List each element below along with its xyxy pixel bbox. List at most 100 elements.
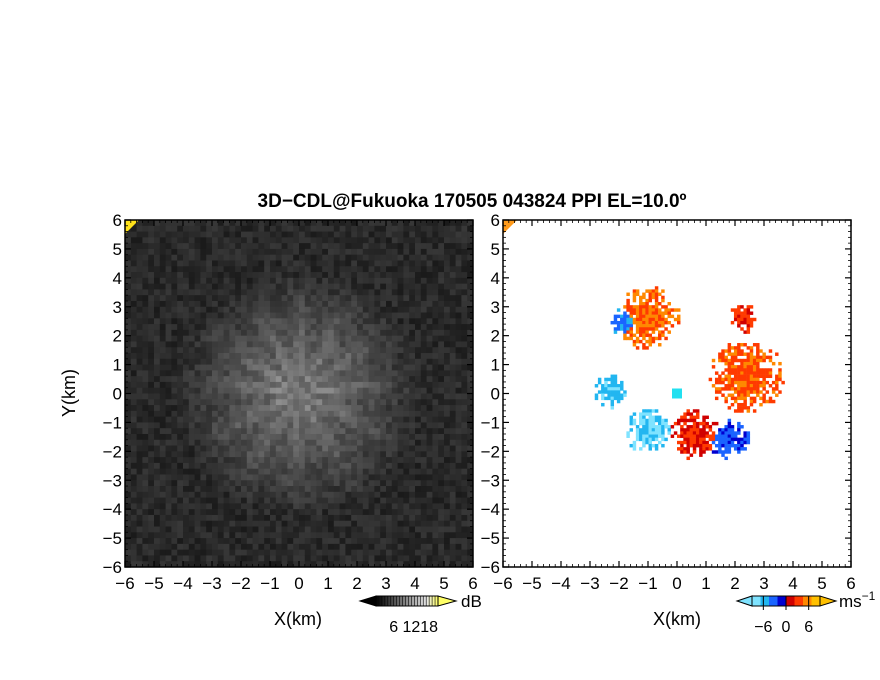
snr-cell (258, 370, 265, 377)
snr-cell (426, 341, 433, 348)
snr-cell (438, 220, 445, 227)
snr-cell (223, 387, 230, 394)
snr-cell (339, 451, 346, 458)
velocity-pixel (642, 440, 646, 445)
snr-cell (362, 555, 369, 562)
snr-cell (183, 260, 190, 267)
velocity-pixel (677, 320, 681, 325)
snr-cell (206, 486, 213, 493)
snr-cell (165, 405, 172, 412)
snr-cell (449, 277, 456, 285)
snr-cell (345, 387, 352, 394)
snr-cell (461, 318, 468, 325)
snr-cell (449, 364, 456, 371)
snr-cell (241, 439, 248, 446)
snr-cell (444, 243, 451, 250)
velocity-pixel (651, 336, 656, 341)
snr-cell (130, 480, 137, 487)
snr-cell (403, 538, 410, 545)
velocity-pixel (642, 330, 646, 334)
snr-cell (159, 248, 166, 256)
snr-cell (455, 480, 462, 487)
snr-cell (409, 468, 416, 475)
velocity-pixel (724, 361, 728, 366)
snr-cell (217, 514, 224, 522)
velocity-pixel (724, 387, 728, 391)
snr-cell (339, 248, 346, 256)
snr-cell (316, 503, 323, 510)
snr-cell (467, 509, 473, 516)
snr-cell (125, 324, 132, 331)
snr-cell (200, 439, 207, 446)
velocity-pixel (752, 355, 757, 360)
velocity-pixel (642, 333, 646, 338)
snr-cell (258, 272, 265, 279)
snr-cell (386, 543, 393, 551)
snr-cell (183, 549, 190, 556)
velocity-pixel (730, 384, 735, 388)
snr-cell (403, 231, 410, 238)
snr-cell (229, 474, 236, 481)
snr-cell (159, 283, 166, 290)
velocity-pixel (658, 308, 662, 312)
snr-cell (351, 329, 358, 337)
snr-cell (438, 358, 445, 365)
velocity-pixel (639, 308, 643, 312)
snr-cell (235, 358, 242, 365)
snr-cell (403, 509, 410, 516)
snr-cell (252, 393, 259, 400)
snr-cell (136, 370, 143, 377)
velocity-pixel (733, 409, 738, 413)
snr-cell (206, 399, 213, 406)
snr-cell (287, 445, 294, 452)
snr-cell (212, 341, 219, 348)
snr-cell (333, 503, 340, 510)
snr-cell (200, 491, 207, 498)
velocity-pixel (702, 450, 706, 454)
snr-cell (461, 422, 468, 429)
snr-cell (304, 231, 311, 238)
snr-cell (322, 289, 329, 296)
snr-cell (130, 376, 137, 383)
snr-cell (299, 370, 306, 377)
velocity-pixel (733, 431, 738, 435)
snr-cell (148, 243, 155, 250)
snr-cell (397, 364, 404, 371)
snr-cell (345, 393, 352, 400)
snr-cell (316, 237, 323, 244)
snr-cell (351, 225, 358, 232)
snr-cell (130, 474, 137, 481)
snr-cell (339, 225, 346, 232)
snr-cell (183, 341, 190, 348)
snr-cell (130, 272, 137, 279)
snr-cell (229, 329, 236, 337)
snr-cell (403, 428, 410, 435)
snr-cell (258, 312, 265, 319)
snr-cell (316, 410, 323, 418)
snr-cell (415, 491, 422, 498)
snr-cell (142, 335, 149, 342)
snr-cell (281, 468, 288, 475)
snr-cell (432, 422, 439, 429)
snr-cell (357, 312, 364, 319)
snr-cell (339, 462, 346, 470)
snr-cell (171, 480, 178, 487)
snr-cell (409, 220, 416, 227)
snr-cell (235, 462, 242, 470)
snr-cell (299, 289, 306, 296)
snr-cell (310, 393, 317, 400)
velocity-pixel (759, 374, 763, 379)
snr-cell (252, 260, 259, 267)
velocity-pixel (740, 365, 744, 369)
velocity-pixel (639, 418, 643, 423)
y-tick-label: −1 (481, 413, 500, 432)
velocity-pixel (639, 314, 643, 319)
snr-cell (397, 300, 404, 308)
snr-cell (183, 329, 190, 337)
snr-cell (374, 381, 381, 389)
snr-cell (357, 243, 364, 250)
velocity-pixel (613, 380, 618, 385)
snr-cell (444, 295, 451, 302)
snr-cell (235, 433, 242, 441)
snr-cell (432, 503, 439, 510)
